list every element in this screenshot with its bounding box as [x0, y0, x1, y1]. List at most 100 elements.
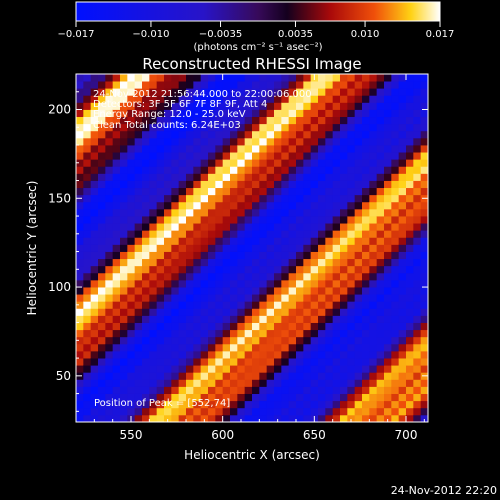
heatmap-cell [156, 74, 165, 82]
heatmap-cell [200, 400, 209, 409]
heatmap-cell [208, 287, 216, 295]
heatmap-cell [288, 166, 297, 174]
heatmap-cell [362, 294, 370, 302]
heatmap-cell [281, 81, 290, 89]
heatmap-cell [222, 279, 231, 288]
heatmap-cell [112, 223, 121, 231]
heatmap-cell [340, 81, 348, 89]
heatmap-cell [134, 130, 143, 139]
plot-frame [75, 73, 429, 423]
heatmap-cell [288, 173, 297, 181]
heatmap-cell [127, 152, 136, 160]
heatmap-cell [318, 372, 326, 380]
heatmap-cell [208, 223, 216, 231]
heatmap-cell [105, 223, 114, 231]
heatmap-cell [266, 95, 275, 103]
heatmap-cell [376, 258, 385, 267]
heatmap-cell [200, 166, 209, 174]
heatmap-cell [420, 244, 429, 252]
heatmap-cell [340, 74, 348, 82]
heatmap-cell [384, 145, 392, 153]
heatmap-cell [215, 116, 224, 125]
heatmap-cell [398, 279, 407, 288]
heatmap-cell [376, 123, 385, 132]
heatmap-cell [208, 109, 216, 118]
heatmap-cell [120, 265, 128, 274]
heatmap-cell [156, 379, 165, 387]
heatmap-cell [186, 137, 194, 146]
heatmap-cell [215, 407, 224, 416]
heatmap-cell [171, 123, 180, 132]
heatmap-cell [127, 336, 136, 345]
heatmap-cell [244, 301, 253, 309]
heatmap-cell [120, 230, 128, 238]
heatmap-cell [90, 81, 99, 89]
heatmap-cell [376, 315, 385, 323]
heatmap-cell [332, 74, 341, 82]
heatmap-cell [369, 251, 378, 260]
heatmap-cell [420, 329, 429, 338]
heatmap-cell [186, 308, 194, 316]
heatmap-cell [215, 365, 224, 373]
heatmap-cell [413, 187, 422, 196]
heatmap-cell [281, 358, 290, 366]
heatmap-cell [347, 386, 356, 394]
heatmap-cell [83, 166, 92, 174]
heatmap-cell [76, 379, 84, 387]
heatmap-cell [230, 336, 238, 345]
heatmap-cell [296, 159, 304, 167]
heatmap-cell [215, 81, 224, 89]
heatmap-cell [105, 208, 114, 217]
heatmap-cell [274, 379, 282, 387]
heatmap-cell [288, 350, 297, 359]
heatmap-cell [391, 287, 400, 295]
heatmap-cell [98, 187, 106, 196]
heatmap-cell [281, 315, 290, 323]
heatmap-cell [281, 216, 290, 224]
heatmap-cell [178, 265, 187, 274]
heatmap-cell [142, 230, 150, 238]
heatmap-cell [142, 244, 150, 252]
heatmap-cell [149, 308, 158, 316]
heatmap-cell [318, 109, 326, 118]
heatmap-cell [354, 187, 363, 196]
heatmap-cell [186, 223, 194, 231]
heatmap-cell [149, 400, 158, 409]
heatmap-cell [288, 400, 297, 409]
heatmap-cell [244, 258, 253, 267]
heatmap-cell [259, 336, 268, 345]
heatmap-cell [230, 379, 238, 387]
heatmap-cell [193, 379, 202, 387]
heatmap-cell [420, 237, 429, 245]
heatmap-cell [208, 343, 216, 352]
heatmap-cell [369, 109, 378, 118]
heatmap-cell [90, 123, 99, 132]
heatmap-cell [332, 130, 341, 139]
x-tick-label: 550 [120, 428, 143, 442]
heatmap-cell [134, 88, 143, 96]
heatmap-cell [98, 95, 106, 103]
heatmap-cell [112, 145, 121, 153]
heatmap-cell [347, 315, 356, 323]
heatmap-cell [296, 407, 304, 416]
heatmap-cell [112, 315, 121, 323]
heatmap-cell [303, 301, 312, 309]
heatmap-cell [391, 123, 400, 132]
heatmap-cell [186, 336, 194, 345]
heatmap-cell [413, 152, 422, 160]
heatmap-cell [237, 400, 246, 409]
heatmap-cell [98, 173, 106, 181]
heatmap-cell [376, 223, 385, 231]
heatmap-cell [252, 379, 260, 387]
heatmap-cell [149, 88, 158, 96]
heatmap-cell [318, 216, 326, 224]
heatmap-cell [171, 166, 180, 174]
heatmap-cell [156, 81, 165, 89]
heatmap-cell [325, 343, 334, 352]
heatmap-cell [288, 88, 297, 96]
heatmap-cell [105, 414, 114, 423]
heatmap-cell [164, 74, 172, 82]
heatmap-cell [178, 365, 187, 373]
heatmap-cell [340, 95, 348, 103]
heatmap-cell [200, 287, 209, 295]
